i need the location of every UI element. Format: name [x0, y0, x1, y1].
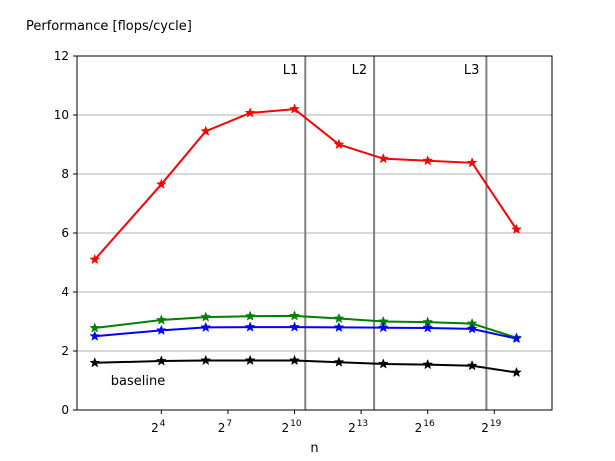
cache-label-l2: L2	[352, 63, 368, 78]
data-point	[289, 310, 300, 321]
series-line	[94, 108, 518, 261]
data-point	[200, 321, 212, 333]
data-point	[377, 152, 389, 164]
y-tick-label: 4	[61, 285, 69, 299]
data-point	[333, 312, 345, 324]
data-point	[333, 321, 345, 333]
data-point	[333, 356, 345, 367]
data-point	[466, 157, 478, 168]
y-tick-label: 2	[61, 344, 69, 358]
data-point	[244, 321, 256, 332]
series-3	[89, 354, 522, 378]
series-1	[89, 310, 522, 343]
data-point	[200, 311, 212, 322]
x-tick-label: 24	[151, 419, 166, 435]
data-point	[422, 155, 434, 166]
data-point	[289, 103, 300, 114]
data-point	[377, 321, 389, 333]
data-point	[89, 253, 101, 265]
data-point	[200, 354, 212, 366]
data-point	[289, 321, 300, 332]
series-annotation: baseline	[111, 374, 165, 389]
data-point	[511, 366, 522, 378]
x-axis-label: n	[310, 441, 318, 456]
series-layer: baseline	[89, 103, 522, 389]
y-tick-label: 10	[54, 108, 69, 122]
data-point	[289, 354, 300, 366]
x-tick-label: 219	[481, 419, 501, 435]
data-point	[333, 138, 345, 150]
cache-label-l3: L3	[464, 63, 480, 78]
data-point	[89, 330, 101, 341]
data-point	[377, 358, 389, 369]
x-tick-label: 210	[281, 419, 301, 435]
data-point	[511, 223, 522, 235]
data-point	[466, 360, 478, 371]
data-point	[422, 322, 434, 333]
data-point	[422, 358, 434, 370]
x-tick-label: 27	[218, 419, 232, 435]
x-tick-label: 216	[415, 419, 435, 435]
cache-lines-layer: L1 L2 L3	[283, 56, 488, 410]
cache-label-l1: L1	[283, 63, 299, 78]
series-line	[94, 314, 517, 339]
data-point	[244, 107, 256, 118]
data-point	[244, 354, 256, 366]
data-point	[89, 322, 101, 333]
y-tick-label: 12	[54, 49, 69, 63]
series-0	[89, 103, 522, 265]
series-line	[94, 359, 517, 374]
data-point	[155, 355, 167, 366]
data-point	[155, 324, 167, 335]
y-tick-label: 0	[61, 403, 69, 417]
data-point	[511, 332, 522, 344]
data-point	[155, 178, 167, 189]
y-tick-label: 6	[61, 226, 69, 240]
data-point	[155, 314, 167, 325]
series-line	[94, 326, 517, 340]
series-2	[89, 321, 522, 344]
x-tick-label: 213	[348, 419, 368, 435]
data-point	[200, 125, 212, 136]
grid-layer	[77, 55, 552, 411]
data-point	[466, 323, 478, 334]
y-axis-label: Performance [flops/cycle]	[26, 19, 192, 34]
data-point	[89, 357, 101, 368]
data-point	[244, 310, 256, 321]
y-tick-label: 8	[61, 167, 69, 181]
